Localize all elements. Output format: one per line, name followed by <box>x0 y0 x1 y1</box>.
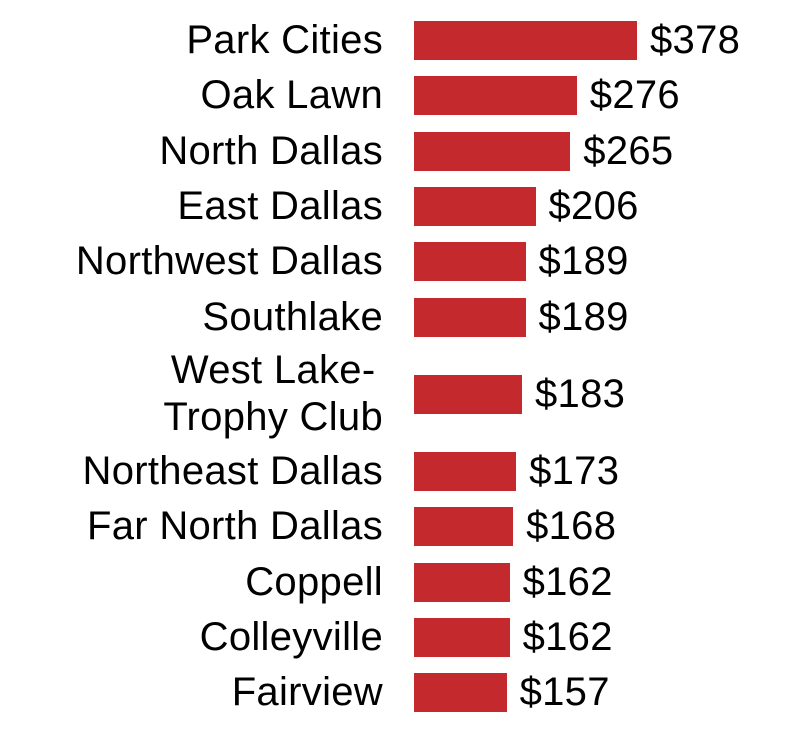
category-label: Northwest Dallas <box>75 239 383 284</box>
bar-row: North Dallas $265 <box>0 124 800 179</box>
bar-row: Far North Dallas $168 <box>0 499 800 554</box>
value-label: $378 <box>650 18 741 63</box>
category-label: North Dallas <box>159 128 383 173</box>
bar <box>414 507 514 547</box>
bar <box>414 673 507 713</box>
bar-row: Oak Lawn $276 <box>0 68 800 123</box>
bar <box>414 617 510 657</box>
bar-row: Colleyville $162 <box>0 610 800 665</box>
category-label-lines: West Lake- Trophy Club <box>163 348 383 440</box>
value-label: $162 <box>522 559 613 604</box>
bar <box>414 187 536 227</box>
category-label: Fairview <box>231 670 383 715</box>
value-label: $157 <box>519 670 610 715</box>
value-label: $206 <box>548 184 639 229</box>
bar <box>414 21 637 61</box>
bar <box>414 297 526 337</box>
bar <box>414 451 517 491</box>
category-label: Park Cities <box>186 18 383 63</box>
bar-row: Northeast Dallas $173 <box>0 444 800 499</box>
category-label: West Lake- Trophy Club <box>0 347 383 441</box>
bar-row: West Lake- Trophy Club $183 <box>0 345 800 444</box>
bar-row: Coppell $162 <box>0 554 800 609</box>
bar-row: Fairview $157 <box>0 665 800 720</box>
bar <box>414 242 526 282</box>
bar-row: Northwest Dallas $189 <box>0 234 800 289</box>
bar <box>414 374 522 414</box>
value-label: $265 <box>583 128 674 173</box>
category-label: Southlake <box>202 294 383 339</box>
bar-chart-rows: Park Cities $378 Oak Lawn $276 North Dallas $… <box>0 13 800 720</box>
value-label: $183 <box>535 371 626 416</box>
value-label: $189 <box>538 239 629 284</box>
value-label: $168 <box>526 504 617 549</box>
value-label: $189 <box>538 294 629 339</box>
bar <box>414 562 510 602</box>
category-label: Oak Lawn <box>200 73 383 118</box>
value-label: $276 <box>589 73 680 118</box>
category-label: Coppell <box>245 559 383 604</box>
bar <box>414 131 571 171</box>
category-label: Colleyville <box>199 614 383 659</box>
value-label: $162 <box>522 614 613 659</box>
category-label: East Dallas <box>177 184 383 229</box>
bar-row: East Dallas $206 <box>0 179 800 234</box>
bar-row: Park Cities $378 <box>0 13 800 68</box>
bar-chart: Park Cities $378 Oak Lawn $276 North Dallas $… <box>0 13 800 720</box>
category-label: Northeast Dallas <box>82 448 383 493</box>
bar-row: Southlake $189 <box>0 289 800 344</box>
bar <box>414 76 577 116</box>
value-label: $173 <box>529 448 620 493</box>
category-label: Far North Dallas <box>87 504 383 549</box>
